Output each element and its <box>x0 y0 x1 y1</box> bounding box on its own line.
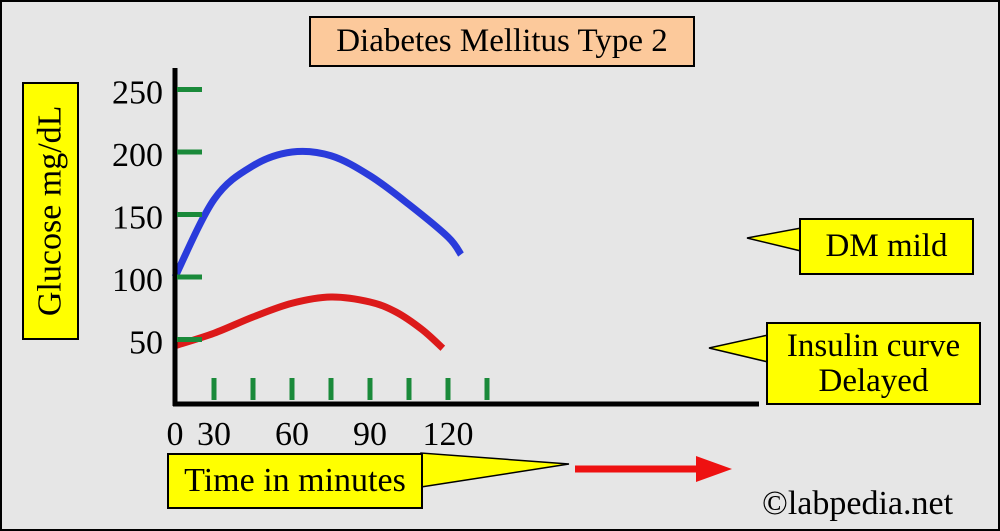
insulin-curve-label-line2: Delayed <box>818 362 929 399</box>
x-axis-label: Time in minutes <box>184 462 406 500</box>
y-axis-label: Glucose mg/dL <box>31 105 69 317</box>
dm-mild-curve <box>171 147 464 279</box>
insulin-curve-pointer <box>708 334 769 363</box>
chart-title-text: Diabetes Mellitus Type 2 <box>336 23 668 60</box>
insulin-curve <box>173 293 446 351</box>
y-tick-label-250: 250 <box>112 75 163 112</box>
x-tick-label-0: 0 <box>167 416 184 453</box>
dm-mild-pointer <box>746 227 802 252</box>
x-tick-label-60: 60 <box>275 416 309 453</box>
y-axis-label-box: Glucose mg/dL <box>22 82 79 340</box>
time-arrow-head <box>696 456 732 482</box>
x-tick-label-30: 30 <box>197 416 231 453</box>
chart-title: Diabetes Mellitus Type 2 <box>309 16 695 67</box>
y-tick-label-100: 100 <box>112 262 163 299</box>
dm-mild-label: DM mild <box>825 228 948 265</box>
y-tick-label-50: 50 <box>129 325 163 362</box>
time-label-pointer <box>420 452 570 488</box>
y-tick-label-150: 150 <box>112 200 163 237</box>
insulin-curve-label-box: Insulin curve Delayed <box>766 322 981 405</box>
dm-mild-label-box: DM mild <box>799 218 974 275</box>
x-axis-label-box: Time in minutes <box>167 453 423 509</box>
x-tick-label-120: 120 <box>423 416 474 453</box>
credit-text: ©labpedia.net <box>762 485 954 522</box>
x-tick-label-90: 90 <box>353 416 387 453</box>
y-tick-label-200: 200 <box>112 137 163 174</box>
insulin-curve-label-line1: Insulin curve <box>786 327 961 364</box>
